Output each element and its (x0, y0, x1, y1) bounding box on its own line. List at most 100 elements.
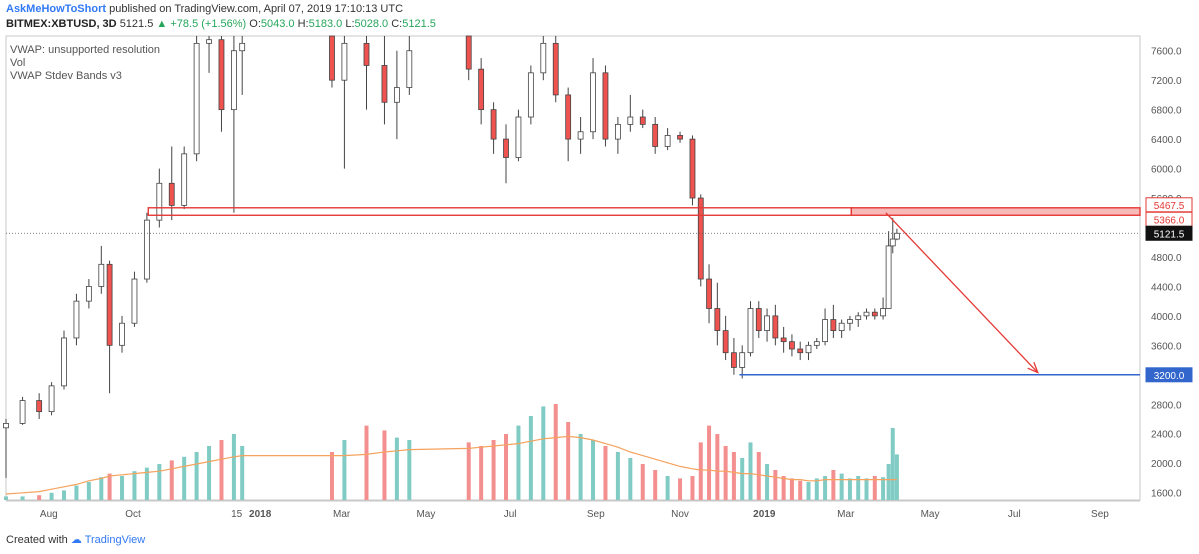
candle-body (747, 308, 754, 354)
candle-body (3, 423, 9, 429)
candle-body (755, 308, 762, 332)
candle-body (780, 337, 787, 343)
legend-vwap[interactable]: VWAP: unsupported resolution (10, 44, 161, 56)
candle-body (677, 135, 683, 140)
candle-body (341, 42, 348, 81)
volume-bar (504, 434, 509, 500)
tradingview-brand[interactable]: TradingView (84, 534, 146, 546)
volume-bar (4, 496, 8, 500)
candle-body (98, 263, 105, 287)
high-value: 5183.0 (308, 18, 343, 30)
candle-body (714, 308, 721, 332)
time-tick-label: Jul (504, 509, 517, 520)
price-change: +78.5 (+1.56%) (170, 18, 247, 30)
created-with-label: Created with (6, 534, 68, 546)
volume-bar (707, 425, 712, 500)
candle-body (73, 300, 80, 339)
candle-body (706, 278, 712, 309)
price-tick-label: 4400.0 (1151, 282, 1182, 293)
volume-bar (240, 446, 245, 500)
volume-bar (541, 406, 546, 500)
up-triangle-icon: ▲ (156, 18, 168, 30)
volume-bar (219, 440, 224, 500)
candle-body (329, 35, 335, 81)
publish-info: published on TradingView.com, April 07, … (109, 3, 404, 15)
candle-body (639, 116, 646, 125)
volume-bar (723, 446, 728, 500)
volume-bar (715, 434, 720, 500)
legend-vwap-bands[interactable]: VWAP Stdev Bands v3 (10, 70, 122, 82)
open-value: 5043.0 (260, 18, 295, 30)
volume-bar (690, 476, 695, 500)
low-label: L: (345, 18, 355, 30)
legend-vol[interactable]: Vol (10, 57, 26, 69)
volume-bar (653, 470, 658, 500)
ohlc-line: BITMEX:XBTUSD, 3D 5121.5 ▲ +78.5 (+1.56%… (6, 17, 1186, 32)
volume-bar (182, 456, 187, 500)
candle-body (406, 50, 413, 88)
candle-body (490, 109, 497, 140)
time-tick-label: Oct (125, 509, 141, 520)
volume-bar (231, 434, 236, 500)
candle-body (478, 68, 485, 111)
candle-body (36, 400, 43, 413)
candle-body (797, 348, 804, 354)
candle-body (627, 116, 634, 125)
price-tick-label: 1600.0 (1151, 489, 1182, 500)
author-link[interactable]: AskMeHowToShort (6, 3, 107, 15)
price-tick-label: 4000.0 (1151, 312, 1182, 323)
volume-bar (806, 482, 811, 500)
candle-body (689, 138, 696, 199)
volume-bar (207, 446, 212, 500)
volume-bar (578, 434, 583, 500)
price-tag-box (1145, 367, 1193, 383)
price-tick-label: 7600.0 (1151, 47, 1182, 58)
volume-bar (49, 492, 54, 500)
candle-body (119, 322, 125, 346)
candle-body (731, 352, 737, 368)
candle-body (739, 352, 746, 368)
indicator-legend: VWAP: unsupported resolution Vol VWAP St… (10, 44, 160, 83)
volume-bar (157, 464, 162, 500)
volume-bar (407, 440, 412, 500)
low-value: 5028.0 (354, 18, 389, 30)
candle-body (106, 263, 113, 346)
volume-bar (132, 471, 137, 500)
candle-body (61, 337, 67, 387)
price-tag-label: 5121.5 (1154, 229, 1185, 240)
volume-bar (814, 478, 819, 500)
candle-body (847, 319, 853, 324)
volume-bar (516, 425, 521, 500)
candle-body (813, 341, 820, 346)
volume-bar (773, 470, 778, 500)
candle-body (830, 319, 837, 332)
time-tick-label: Mar (333, 509, 351, 520)
candle-body (772, 315, 779, 339)
volume-bar (86, 482, 91, 500)
open-label: O: (249, 18, 261, 30)
candle-body (381, 65, 388, 103)
publish-line: AskMeHowToShort published on TradingView… (6, 2, 1186, 16)
candle-body (515, 116, 522, 158)
price-tick-label: 2400.0 (1151, 430, 1182, 441)
volume-bar (798, 480, 803, 500)
price-tick-label: 6800.0 (1151, 106, 1182, 117)
candle-body (565, 94, 572, 140)
candle-body (552, 42, 559, 96)
price-tag-label: 3200.0 (1154, 371, 1185, 382)
time-tick-label: Sep (1091, 509, 1109, 520)
candle-body (503, 138, 509, 158)
time-tick-label: Aug (40, 509, 58, 520)
candle-body (880, 308, 886, 317)
candle-body (206, 39, 212, 44)
volume-bar (382, 430, 387, 500)
volume-bar (603, 446, 608, 500)
candle-body (527, 72, 534, 118)
volume-bar (566, 422, 571, 500)
resistance-zone-highlight (850, 207, 1141, 216)
candle-body (590, 72, 596, 133)
time-tick-label: 15 (231, 509, 243, 520)
candle-body (540, 42, 547, 74)
volume-bar (342, 440, 347, 500)
